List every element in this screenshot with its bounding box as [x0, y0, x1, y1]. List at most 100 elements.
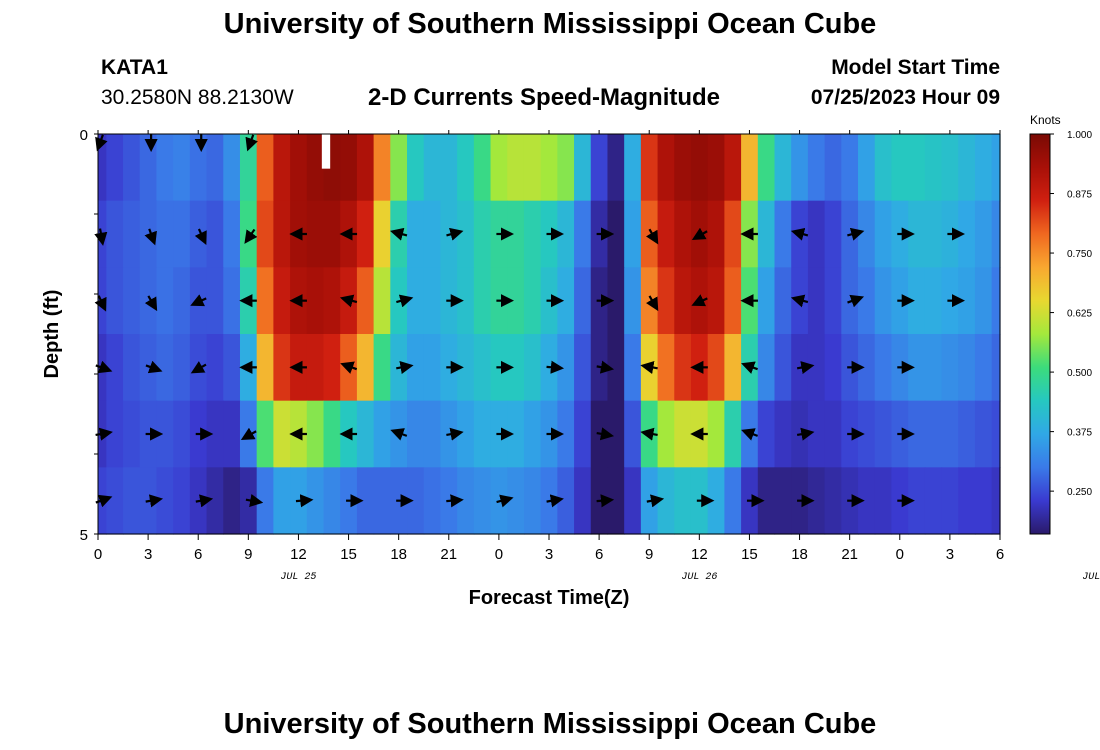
heatmap-cell [807, 467, 826, 535]
x-tick-label: 9 [645, 546, 653, 563]
heatmap-cell [958, 200, 976, 268]
heatmap-cell [974, 467, 993, 535]
heatmap-cell [707, 400, 725, 468]
heatmap-cell [807, 200, 826, 268]
heatmap-cell [273, 467, 291, 535]
heatmap-cell [991, 267, 1001, 335]
heatmap-cell [657, 334, 675, 402]
heatmap-cell [356, 200, 375, 268]
current-vector [640, 361, 658, 375]
heatmap-cell [523, 334, 542, 402]
heatmap-cell [674, 200, 692, 268]
current-vector [446, 427, 464, 441]
heatmap-cell [98, 200, 107, 268]
white-overlay [321, 134, 331, 169]
heatmap-cell [223, 134, 241, 202]
x-tick-label: 0 [94, 546, 102, 563]
heatmap-cell [206, 334, 224, 402]
heatmap-cell [356, 134, 375, 202]
heatmap-cell [189, 134, 208, 202]
heatmap-cell [156, 267, 174, 335]
heatmap-cell [858, 334, 876, 402]
heatmap-cell [173, 467, 191, 535]
heatmap-cell [323, 400, 341, 468]
current-vector [190, 361, 207, 374]
model-start-value: 07/25/2023 Hour 09 [810, 86, 1000, 109]
heatmap-cell [991, 200, 1001, 268]
heatmap-cell [423, 200, 442, 268]
current-vector [790, 227, 809, 241]
heatmap-cell [256, 400, 274, 468]
heatmap-cell [423, 334, 442, 402]
heatmap-cell [123, 134, 141, 202]
heatmap-cell [908, 200, 926, 268]
heatmap-cell [824, 267, 842, 335]
heatmap-cell [557, 267, 575, 335]
x-tick-label: 15 [741, 546, 758, 563]
heatmap-cell [924, 134, 943, 202]
heatmap-cell [373, 134, 391, 202]
current-vectors [94, 134, 965, 508]
heatmap-cell [757, 200, 776, 268]
heatmap-cell [507, 400, 525, 468]
heatmap-cell [323, 334, 341, 402]
heatmap-cell [974, 200, 993, 268]
x-tick-label: 0 [896, 546, 904, 563]
heatmap-cell [156, 134, 174, 202]
heatmap-cell [824, 400, 842, 468]
heatmap-cell [874, 200, 893, 268]
heatmap-cell [757, 467, 776, 535]
heatmap-cell [306, 134, 325, 202]
heatmap-cell [574, 267, 592, 335]
heatmap-cell [607, 134, 625, 202]
heatmap-cell [106, 134, 124, 202]
heatmap-cell [774, 467, 792, 535]
heatmap-cell [674, 267, 692, 335]
heatmap-cell [290, 134, 308, 202]
heatmap-cell [707, 334, 725, 402]
heatmap-cell [540, 134, 558, 202]
current-vector [596, 360, 615, 374]
current-vector [596, 427, 615, 441]
x-tick-label: 21 [841, 546, 858, 563]
heatmap-cell [824, 200, 842, 268]
heatmap-cell [273, 200, 291, 268]
heatmap-cell [974, 334, 993, 402]
heatmap-cell [908, 400, 926, 468]
heatmap-cell [707, 200, 725, 268]
white-marker [321, 134, 331, 169]
current-vector [640, 427, 658, 441]
heatmap-cell [457, 334, 475, 402]
heatmap-cell [607, 467, 625, 535]
heatmap-cell [507, 334, 525, 402]
heatmap-cell [774, 200, 792, 268]
current-vector [190, 294, 207, 307]
heatmap-cell [874, 334, 893, 402]
x-tick-label: 6 [595, 546, 603, 563]
heatmap-cell [824, 134, 842, 202]
heatmap-cell [139, 267, 158, 335]
date-label: JUL 26 [681, 572, 717, 583]
heatmap-cell [139, 200, 158, 268]
heatmap-cell [557, 334, 575, 402]
heatmap-cell [256, 200, 274, 268]
heatmap-cell [574, 334, 592, 402]
heatmap-cell [473, 400, 492, 468]
heatmap-cell [473, 334, 492, 402]
heatmap-cell [98, 267, 107, 335]
heatmap-cell [574, 200, 592, 268]
heatmap-cell [958, 400, 976, 468]
heatmap-cell [206, 400, 224, 468]
heatmap-cell [323, 267, 341, 335]
heatmap-cell [123, 400, 141, 468]
heatmap-cell [156, 200, 174, 268]
heatmap-cell [306, 267, 325, 335]
heatmap-cell [473, 267, 492, 335]
heatmap-cell [523, 267, 542, 335]
x-tick-label: 3 [144, 546, 152, 563]
heatmap-cell [774, 134, 792, 202]
current-vector [340, 361, 358, 374]
x-tick-label: 18 [791, 546, 808, 563]
heatmap-cell [273, 400, 291, 468]
heatmap-cell [657, 400, 675, 468]
